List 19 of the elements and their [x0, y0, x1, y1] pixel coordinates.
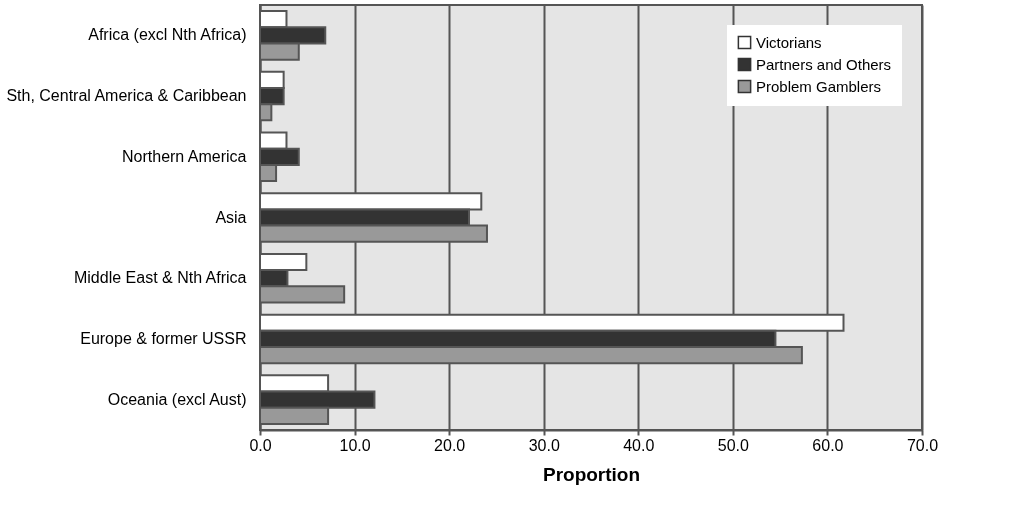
x-tick-label: 0.0: [249, 436, 272, 454]
x-tick-label: 60.0: [812, 436, 844, 454]
y-tick-label: Asia: [215, 208, 247, 226]
y-tick-label: Northern America: [122, 147, 247, 165]
x-tick-label: 40.0: [623, 436, 655, 454]
x-tick-label: 20.0: [434, 436, 466, 454]
x-tick-label: 10.0: [339, 436, 371, 454]
legend-label: Victorians: [756, 33, 822, 51]
y-tick-label: Europe & former USSR: [80, 329, 247, 347]
x-tick-label: 50.0: [717, 436, 750, 454]
legend-label: Problem Gamblers: [756, 77, 882, 95]
legend-label: Partners and Others: [756, 55, 892, 73]
y-tick-label: Sth, Central America & Caribbean: [6, 87, 247, 105]
y-tick-label: Middle East & Nth Africa: [73, 269, 247, 287]
y-tick-label: Africa (excl Nth Africa): [88, 26, 247, 44]
y-tick-label: Oceania (excl Aust): [107, 390, 247, 408]
x-axis-title: Proportion: [542, 463, 641, 485]
x-tick-label: 30.0: [528, 436, 560, 454]
x-tick-label: 70.0: [906, 436, 939, 454]
